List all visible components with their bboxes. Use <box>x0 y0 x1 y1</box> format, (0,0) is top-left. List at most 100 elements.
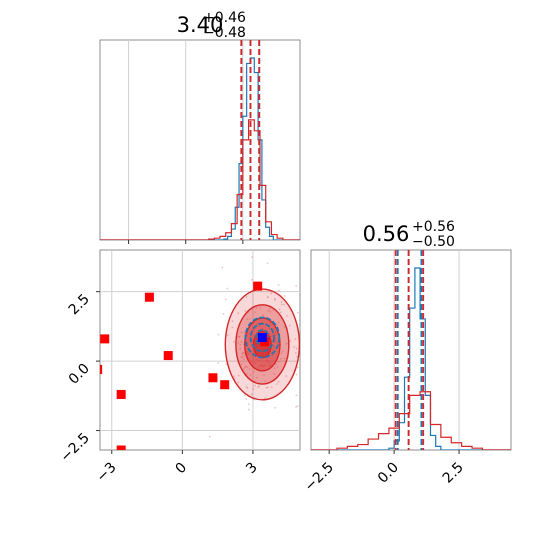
sample-dot <box>296 355 299 358</box>
tick-label-scatter-y-1: 0.0 <box>66 361 93 388</box>
sample-dot <box>270 292 273 295</box>
tick-label-scatter-x-0: −3 <box>94 460 120 486</box>
sample-dot <box>243 355 245 357</box>
title-hist-x-sup: +0.46 <box>203 10 246 26</box>
sample-dot <box>283 295 286 297</box>
sample-dot <box>241 352 243 355</box>
sample-dot <box>226 334 229 337</box>
sample-dot <box>293 345 296 348</box>
histogram-red <box>311 391 511 450</box>
blue-contour-1 <box>249 322 275 353</box>
sample-dot <box>242 368 245 371</box>
sample-dot <box>217 333 220 336</box>
sample-dot <box>277 360 280 363</box>
sample-dot <box>266 296 269 299</box>
histograms-hist-x <box>100 57 300 240</box>
sample-dot <box>280 303 283 306</box>
sample-dot <box>246 387 249 389</box>
scatter-point-1 <box>116 389 126 399</box>
sample-dot <box>268 307 271 310</box>
panel-scatter-xy <box>96 249 308 454</box>
scatter-point-0 <box>100 334 110 344</box>
sample-dot <box>243 394 246 397</box>
title-hist-y-sub: −0.50 <box>412 234 455 250</box>
sample-dot <box>240 340 243 343</box>
scatter-point-2 <box>116 445 126 450</box>
sample-dot <box>244 310 247 312</box>
sample-dot <box>289 339 292 342</box>
sample-dot <box>280 352 283 355</box>
sample-dot <box>295 394 298 397</box>
sample-dot <box>243 332 246 334</box>
grid-hist-y <box>328 250 460 450</box>
sample-dot <box>295 347 298 350</box>
sample-dot <box>259 306 262 309</box>
sample-dot <box>245 296 248 298</box>
sample-dot <box>240 331 243 334</box>
tick-label-scatter-x-2: 3 <box>243 460 261 478</box>
sample-dot <box>246 318 248 321</box>
panel-hist-y: 0.56 +0.56 −0.50 <box>310 219 512 454</box>
sample-dot <box>306 341 308 343</box>
sample-dot <box>257 386 260 388</box>
sample-dot <box>281 350 284 353</box>
tick-marks-scatter <box>96 291 254 454</box>
sample-dot <box>267 309 270 312</box>
sample-dot <box>231 326 234 329</box>
sample-dot <box>295 285 298 287</box>
sample-dot <box>264 380 267 383</box>
sample-dot <box>239 343 242 346</box>
sample-dot <box>252 388 255 390</box>
sample-dot <box>277 284 280 286</box>
sample-dot <box>294 352 297 354</box>
tick-label-hist-y-x-2: 2.5 <box>440 460 467 487</box>
title-hist-x: 3.40 <box>177 13 224 37</box>
sample-dot <box>279 311 282 314</box>
scatter-point-7 <box>253 281 263 291</box>
sample-dot <box>263 374 266 376</box>
sample-dot <box>255 307 258 309</box>
sample-dot <box>233 340 236 343</box>
tick-label-scatter-y-2: 2.5 <box>66 291 93 318</box>
scatter-point-4 <box>163 351 173 361</box>
scatter-points <box>100 281 270 450</box>
sample-dot <box>273 297 276 300</box>
sample-dot <box>237 342 240 344</box>
scatter-point-6 <box>220 380 230 390</box>
sample-dot <box>306 383 308 385</box>
sample-dot <box>277 321 280 324</box>
sample-dot <box>237 312 240 315</box>
sample-dot <box>238 336 241 338</box>
scatter-point-3 <box>144 292 154 302</box>
sample-dot <box>233 375 235 378</box>
tick-label-hist-y-x-1: 0.0 <box>375 460 402 487</box>
sample-dot <box>241 356 243 359</box>
sample-dot <box>295 373 298 376</box>
sample-dot <box>222 312 225 315</box>
sample-dot <box>240 363 243 366</box>
sample-dot <box>270 386 273 389</box>
sample-dot <box>295 406 297 408</box>
sample-dot <box>243 366 246 368</box>
sample-dot <box>225 363 227 365</box>
sample-dot <box>264 397 267 400</box>
histograms-hist-y <box>311 267 511 450</box>
sample-dot <box>239 347 242 350</box>
tick-label-hist-y-x-0: −2.5 <box>302 460 337 495</box>
sample-dot <box>243 358 246 360</box>
sample-dot <box>262 314 265 317</box>
sample-dot <box>247 403 250 406</box>
sample-dot <box>298 294 300 297</box>
sample-dot <box>221 266 224 269</box>
scatter-point-8 <box>100 364 103 374</box>
sample-dot <box>250 278 253 281</box>
tick-marks-hist-y <box>328 450 460 454</box>
sample-dot <box>249 374 252 376</box>
blue-contour-0 <box>244 316 281 359</box>
sample-dot <box>273 367 276 370</box>
sample-dot <box>251 256 254 259</box>
sample-dot <box>283 325 286 328</box>
sample-dot <box>254 384 256 387</box>
sample-dot <box>265 386 268 389</box>
